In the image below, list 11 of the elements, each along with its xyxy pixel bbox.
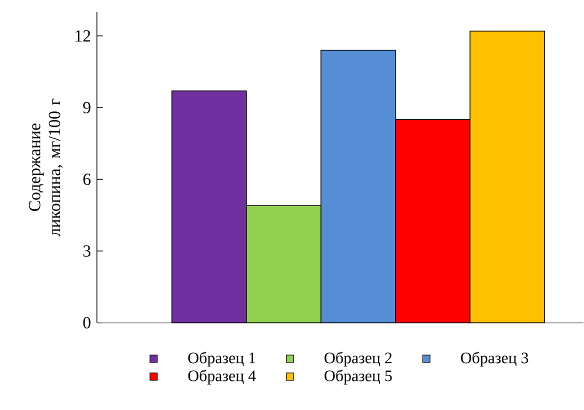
legend-label: Образец 1 <box>188 352 256 367</box>
y-tick-label: 12 <box>76 30 90 42</box>
y-tick-label: 0 <box>83 317 90 329</box>
y-tick-label: 3 <box>83 246 90 257</box>
legend-label: Образец 4 <box>188 370 256 385</box>
legend-label: Образец 2 <box>324 352 392 367</box>
legend-label: Образец 3 <box>460 352 528 367</box>
y-tick-label: 6 <box>83 174 91 186</box>
legend-label: Образец 5 <box>324 370 392 385</box>
y-tick-label: 9 <box>83 102 90 114</box>
y-axis-title: Содержание ликопина, мг/100 г <box>28 98 63 236</box>
